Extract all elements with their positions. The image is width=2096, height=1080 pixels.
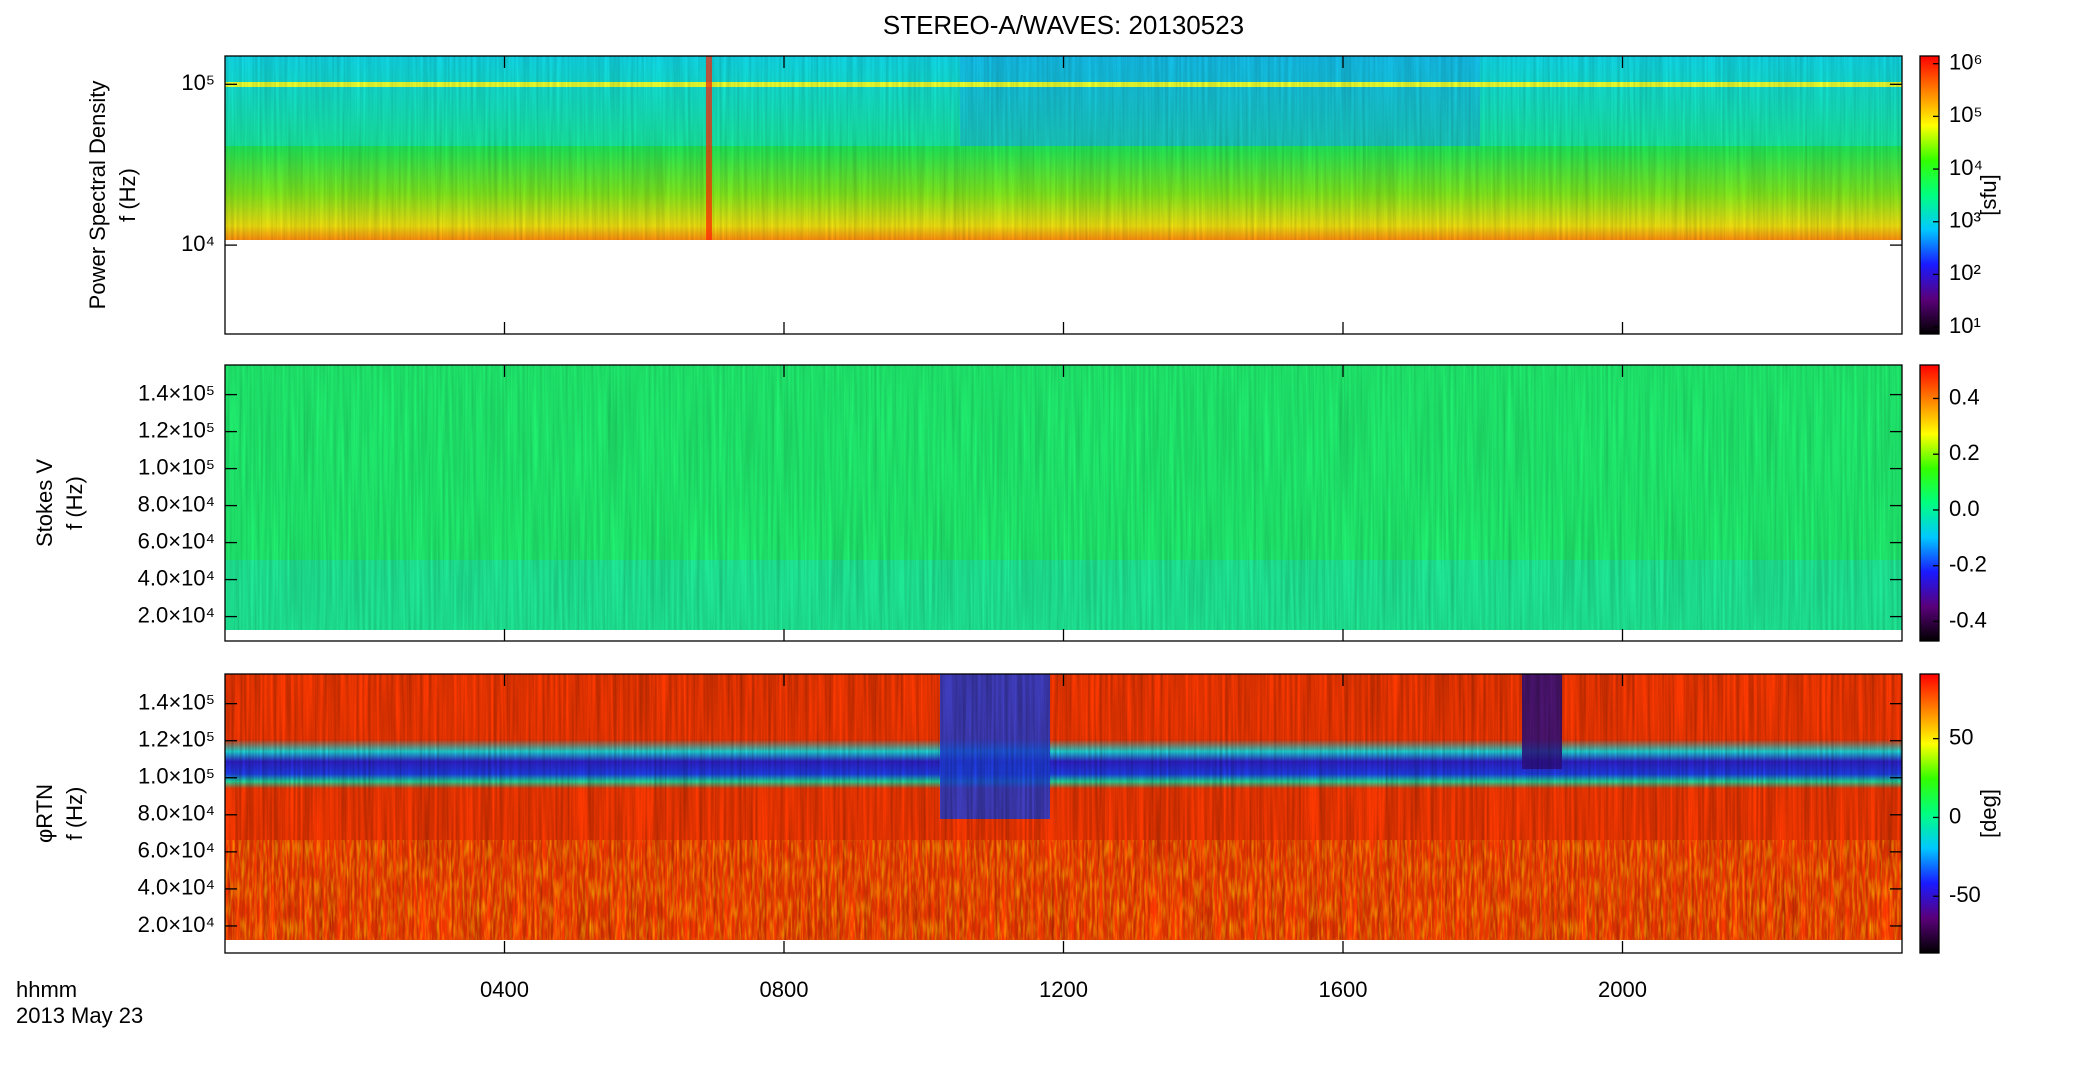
colorbar-tick-label: 10⁴ — [1949, 155, 1983, 180]
colorbar-label: [sfu] — [1976, 174, 2001, 216]
y-tick-label: 2.0×10⁴ — [138, 912, 215, 937]
colorbar-tick-label: 0 — [1949, 803, 1961, 828]
y-tick-label: 6.0×10⁴ — [138, 838, 215, 863]
colorbar-tick-label: 10¹ — [1949, 313, 1981, 338]
y-tick-label: 4.0×10⁴ — [138, 565, 215, 590]
y-tick-label: 1.4×10⁵ — [138, 689, 215, 714]
y-axis-label: Stokes V — [32, 459, 57, 547]
colorbar-tick-label: -0.2 — [1949, 552, 1987, 577]
colorbar-tick-label: 10⁶ — [1949, 50, 1983, 75]
y-tick-label: 1.2×10⁵ — [138, 727, 215, 752]
y-tick-label: 1.4×10⁵ — [138, 380, 215, 405]
y-tick-label: 10⁴ — [181, 231, 215, 256]
x-tick-label: 0800 — [760, 977, 809, 1002]
x-tick-label: 2000 — [1598, 977, 1647, 1002]
colorbar-tick-label: 10² — [1949, 260, 1981, 285]
y-tick-label: 2.0×10⁴ — [138, 602, 215, 627]
colorbar-label: [deg] — [1976, 789, 2001, 838]
colorbar-tick-label: 10⁵ — [1949, 102, 1983, 127]
y-tick-label: 1.0×10⁵ — [138, 454, 215, 479]
spectrogram-image — [225, 56, 1902, 940]
y-tick-label: 10⁵ — [181, 70, 215, 95]
colorbar-tick-label: 0.2 — [1949, 440, 1980, 465]
colorbar — [1919, 364, 1940, 642]
y-axis-label: φRTN — [32, 784, 57, 843]
x-axis-label: hhmm — [16, 977, 77, 1002]
colorbar-tick-label: 0.0 — [1949, 496, 1980, 521]
y-axis-label: Power Spectral Density — [85, 81, 110, 310]
colorbar-tick-label: 0.4 — [1949, 384, 1980, 409]
colorbar-tick-label: -50 — [1949, 882, 1981, 907]
y-tick-label: 1.2×10⁵ — [138, 417, 215, 442]
y-tick-label: 1.0×10⁵ — [138, 764, 215, 789]
colorbar-tick-label: 10³ — [1949, 208, 1981, 233]
x-tick-label: 0400 — [480, 977, 529, 1002]
y-tick-label: 8.0×10⁴ — [138, 491, 215, 516]
y-tick-label: 4.0×10⁴ — [138, 875, 215, 900]
y-tick-label: 8.0×10⁴ — [138, 801, 215, 826]
x-tick-label: 1200 — [1039, 977, 1088, 1002]
y-axis-label: f (Hz) — [62, 476, 87, 530]
x-tick-label: 1600 — [1319, 977, 1368, 1002]
colorbar — [1919, 55, 1940, 335]
y-axis-label: f (Hz) — [115, 168, 140, 222]
y-tick-label: 6.0×10⁴ — [138, 528, 215, 553]
chart-title: STEREO-A/WAVES: 20130523 — [883, 10, 1244, 40]
colorbar-tick-label: 50 — [1949, 724, 1973, 749]
x-axis-sublabel: 2013 May 23 — [16, 1003, 143, 1028]
colorbar-tick-label: -0.4 — [1949, 607, 1987, 632]
colorbar — [1919, 673, 1940, 954]
y-axis-label: f (Hz) — [62, 787, 87, 841]
